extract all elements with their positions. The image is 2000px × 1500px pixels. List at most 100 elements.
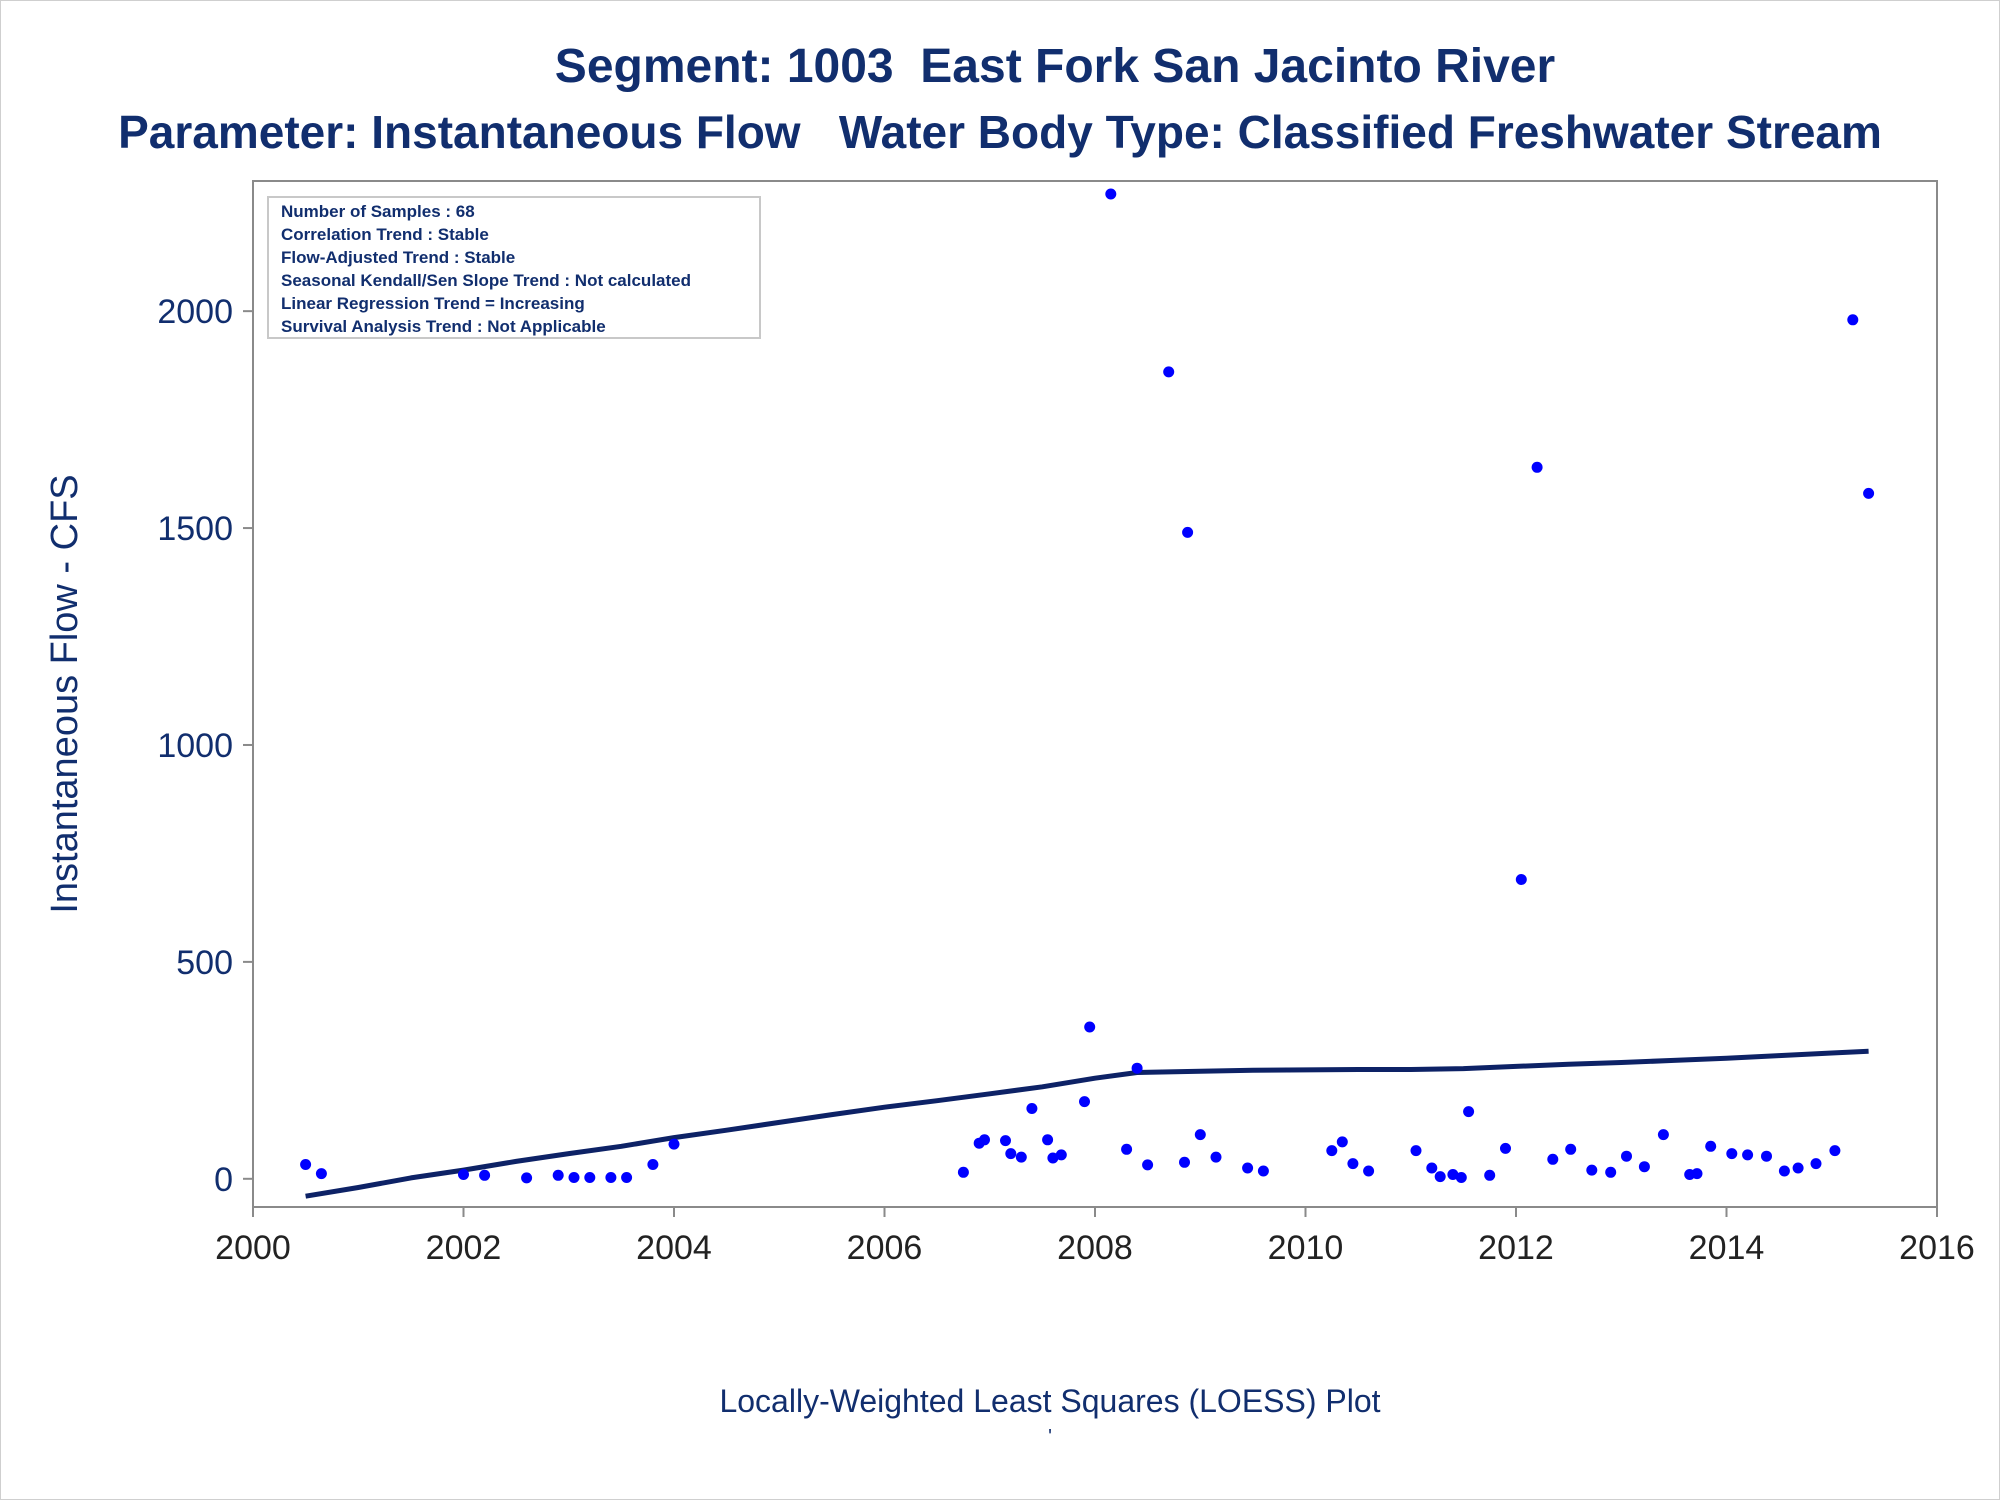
data-point <box>1084 1021 1096 1033</box>
data-point <box>1142 1159 1154 1171</box>
data-point <box>1055 1149 1067 1161</box>
data-point <box>647 1159 659 1170</box>
data-point <box>458 1169 469 1180</box>
y-axis: 0 500 1000 1500 2000 <box>157 293 253 1199</box>
chart-subtitle: Parameter: Instantaneous Flow Water Body… <box>118 106 1882 158</box>
data-point <box>1363 1165 1375 1177</box>
data-point <box>1042 1134 1054 1146</box>
y-tick-label: 2000 <box>157 293 233 331</box>
stats-legend-box: Number of Samples : 68 Correlation Trend … <box>267 196 761 339</box>
stats-legend-line: Seasonal Kendall/Sen Slope Trend : Not c… <box>281 271 691 290</box>
x-tick-label: 2016 <box>1899 1229 1975 1267</box>
data-point <box>521 1172 533 1184</box>
data-point <box>479 1169 491 1181</box>
data-point <box>979 1134 990 1146</box>
data-point <box>1105 188 1117 200</box>
data-point <box>1257 1165 1269 1177</box>
stats-legend-line: Correlation Trend : Stable <box>281 225 489 244</box>
data-point <box>1691 1168 1703 1180</box>
data-point <box>1500 1142 1511 1154</box>
data-point <box>1863 487 1875 499</box>
data-point <box>1179 1156 1190 1168</box>
y-tick-label: 1500 <box>157 510 233 548</box>
data-point <box>1447 1169 1459 1180</box>
x-tick-label: 2002 <box>426 1229 502 1267</box>
data-point <box>315 1168 327 1180</box>
data-point <box>1726 1148 1738 1160</box>
data-point <box>1210 1151 1222 1163</box>
data-point <box>1531 461 1543 473</box>
data-point <box>1778 1165 1790 1177</box>
stats-legend-frame <box>267 196 761 339</box>
x-tick-label: 2008 <box>1057 1229 1133 1267</box>
data-point <box>957 1166 969 1178</box>
data-point <box>1326 1145 1338 1157</box>
data-point <box>1657 1129 1669 1141</box>
data-point <box>1565 1143 1577 1155</box>
data-point <box>1761 1150 1772 1162</box>
x-axis: 2000 2002 2004 2006 2008 2010 2012 2014 2016 <box>215 1207 1975 1267</box>
x-tick-label: 2006 <box>847 1229 923 1267</box>
x-tick-label: 2010 <box>1268 1229 1344 1267</box>
chart-title: Segment: 1003 East Fork San Jacinto Rive… <box>554 40 1556 93</box>
data-point <box>568 1172 580 1183</box>
data-point <box>1847 314 1859 326</box>
data-point <box>621 1172 633 1183</box>
data-point <box>1347 1158 1359 1170</box>
data-point <box>584 1172 596 1183</box>
data-point <box>1182 526 1194 538</box>
data-point <box>1005 1148 1017 1160</box>
x-tick-label: 2014 <box>1689 1229 1765 1267</box>
data-point <box>1547 1153 1559 1165</box>
data-point <box>1705 1140 1717 1152</box>
data-point <box>1463 1106 1475 1118</box>
y-tick-label: 0 <box>214 1161 233 1199</box>
data-point <box>1638 1161 1650 1173</box>
data-point <box>1410 1145 1422 1157</box>
data-point <box>300 1159 312 1170</box>
data-point <box>1515 874 1527 885</box>
scatter-series <box>300 188 1875 1184</box>
data-point <box>1586 1164 1598 1176</box>
x-tick-label: 2012 <box>1478 1229 1554 1267</box>
data-point <box>1742 1149 1754 1161</box>
stats-legend-line: Survival Analysis Trend : Not Applicable <box>281 317 606 336</box>
data-point <box>1605 1166 1617 1178</box>
data-point <box>1242 1162 1254 1174</box>
y-tick-label: 1000 <box>157 727 233 765</box>
data-point <box>1026 1103 1038 1114</box>
data-point <box>1047 1152 1059 1164</box>
data-point <box>1484 1169 1496 1181</box>
data-point <box>1163 366 1175 378</box>
data-point <box>1079 1096 1090 1108</box>
data-point <box>552 1169 564 1181</box>
data-point <box>1000 1135 1011 1147</box>
x-tick-label: 2004 <box>636 1229 712 1267</box>
data-point <box>1621 1150 1632 1162</box>
loess-line-series <box>305 1048 1869 1199</box>
x-tick-label: 2000 <box>215 1229 291 1267</box>
stats-legend-line: Number of Samples : 68 <box>281 202 475 221</box>
data-point <box>605 1172 617 1183</box>
stats-legend-line: Flow-Adjusted Trend : Stable <box>281 248 515 267</box>
chart-footnote-mark: ' <box>1048 1426 1052 1448</box>
stats-legend-line: Linear Regression Trend = Increasing <box>281 294 585 313</box>
data-point <box>1829 1145 1841 1157</box>
data-point <box>1131 1062 1143 1074</box>
data-point <box>1455 1172 1467 1183</box>
data-point <box>1426 1162 1438 1174</box>
loess-line <box>305 1048 1869 1199</box>
data-point <box>1336 1136 1348 1148</box>
data-point <box>1810 1158 1822 1170</box>
data-point <box>1434 1171 1446 1183</box>
data-point <box>668 1138 680 1150</box>
data-point <box>1792 1162 1804 1174</box>
data-point <box>1015 1151 1027 1163</box>
chart-footnote: Locally-Weighted Least Squares (LOESS) P… <box>719 1383 1381 1419</box>
y-axis-label: Instantaneous Flow - CFS <box>44 474 86 913</box>
data-point <box>1121 1143 1133 1155</box>
data-point <box>1194 1129 1206 1141</box>
y-tick-label: 500 <box>176 944 233 982</box>
